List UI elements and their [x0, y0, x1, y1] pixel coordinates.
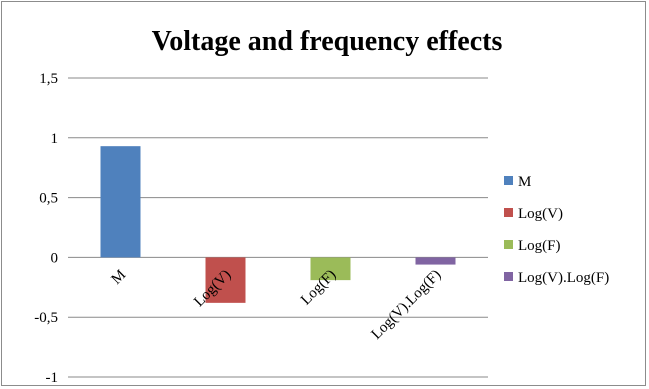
- y-tick-label: 0,5: [39, 191, 58, 207]
- legend-label: Log(V).Log(F): [518, 270, 609, 286]
- bar: [205, 257, 246, 303]
- legend-label: Log(F): [518, 238, 561, 254]
- y-tick-label: -1: [46, 370, 59, 386]
- y-tick-label: 1: [51, 131, 59, 147]
- legend-swatch: [504, 240, 513, 249]
- legend-swatch: [504, 272, 513, 281]
- chart-title: Voltage and frequency effects: [152, 26, 503, 57]
- bar: [415, 257, 456, 265]
- y-tick-label: -0,5: [34, 310, 58, 326]
- y-tick-label: 0: [51, 250, 59, 266]
- y-tick-label: 1,5: [39, 71, 58, 87]
- x-tick-label: Log(V).Log(F): [369, 267, 445, 343]
- legend-label: M: [518, 174, 531, 190]
- bar: [310, 257, 351, 281]
- x-tick-label: M: [109, 267, 130, 288]
- legend-label: Log(V): [518, 206, 563, 222]
- legend-swatch: [504, 208, 513, 217]
- bar: [100, 146, 141, 258]
- legend-swatch: [504, 176, 513, 185]
